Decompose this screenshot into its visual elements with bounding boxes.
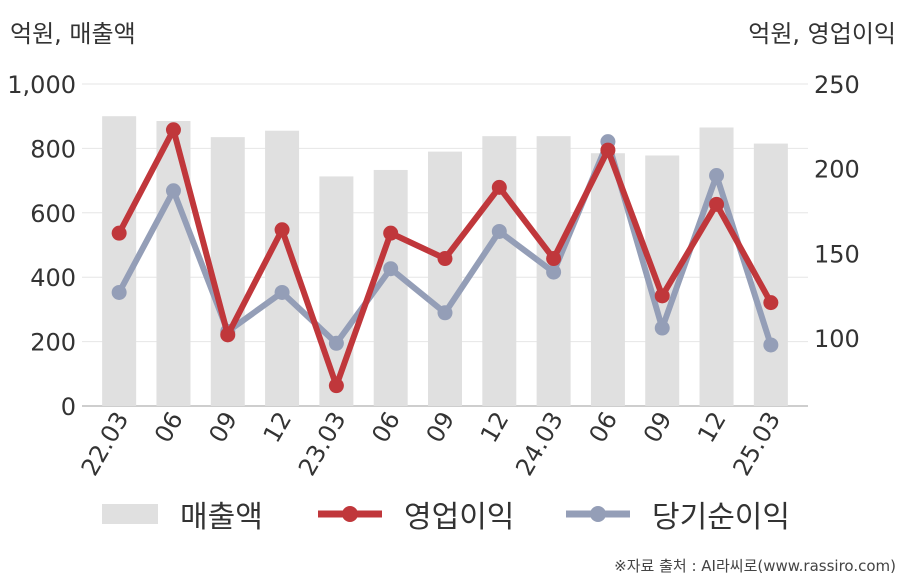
legend-item-operating-profit: 영업이익 <box>318 492 514 536</box>
legend: 매출액 영업이익 당기순이익 <box>0 492 908 536</box>
x-tick-label: 09 <box>203 407 243 447</box>
point-net-income <box>383 261 399 277</box>
y-left-tick-label: 400 <box>30 264 76 292</box>
bar-revenue <box>753 143 788 406</box>
legend-operating-profit-swatch <box>318 506 382 522</box>
x-tick-label: 24.03 <box>510 407 569 481</box>
x-tick-label: 06 <box>584 407 624 447</box>
y-right-tick-label: 200 <box>814 156 860 184</box>
point-net-income <box>709 168 725 184</box>
point-operating-profit <box>383 225 399 241</box>
y-left-tick-label: 0 <box>61 393 76 421</box>
y-left-tick-label: 200 <box>30 329 76 357</box>
point-net-income <box>165 183 181 199</box>
x-tick-label: 12 <box>258 407 298 447</box>
point-net-income <box>491 223 507 239</box>
bar-revenue <box>102 116 137 406</box>
y-left-tick-label: 800 <box>30 135 76 163</box>
point-operating-profit <box>600 142 616 158</box>
x-tick-label: 12 <box>692 407 732 447</box>
point-net-income <box>437 305 453 321</box>
legend-net-income-label: 당기순이익 <box>652 500 790 535</box>
x-tick-label: 23.03 <box>293 407 352 481</box>
point-net-income <box>763 337 779 353</box>
x-tick-label: 25.03 <box>727 407 786 481</box>
point-operating-profit <box>328 378 344 394</box>
x-tick-label: 22.03 <box>76 407 135 481</box>
x-tick-label: 06 <box>149 407 189 447</box>
bar-revenue <box>590 153 625 406</box>
point-net-income <box>274 284 290 300</box>
legend-revenue-swatch <box>102 504 158 524</box>
point-operating-profit <box>546 251 562 267</box>
left-axis-unit-label: 억원, 매출액 <box>10 20 136 48</box>
bar-revenue <box>319 176 354 406</box>
y-left-tick-label: 1,000 <box>7 71 76 99</box>
x-tick-label: 12 <box>475 407 515 447</box>
point-net-income <box>328 335 344 351</box>
legend-item-net-income: 당기순이익 <box>566 492 790 536</box>
y-right-tick-label: 150 <box>814 240 860 268</box>
x-tick-label: 09 <box>638 407 678 447</box>
point-operating-profit <box>763 295 779 311</box>
legend-net-income-swatch <box>566 506 630 522</box>
legend-revenue-label: 매출액 <box>180 500 263 535</box>
point-operating-profit <box>709 196 725 212</box>
point-net-income <box>111 284 127 300</box>
x-tick-label: 06 <box>366 407 406 447</box>
x-tick-label: 09 <box>421 407 461 447</box>
point-net-income <box>546 264 562 280</box>
legend-item-revenue: 매출액 <box>102 492 263 536</box>
y-right-tick-label: 250 <box>814 71 860 99</box>
point-operating-profit <box>274 222 290 238</box>
bar-revenue <box>428 151 462 406</box>
legend-operating-profit-label: 영업이익 <box>404 500 515 535</box>
bar-revenue <box>210 137 245 406</box>
point-operating-profit <box>165 122 181 138</box>
point-operating-profit <box>654 288 670 304</box>
point-operating-profit <box>220 327 236 343</box>
right-axis-unit-label: 억원, 영업이익 <box>748 20 896 48</box>
point-operating-profit <box>437 251 453 267</box>
point-net-income <box>654 320 670 336</box>
y-right-tick-label: 100 <box>814 325 860 353</box>
y-left-tick-label: 600 <box>30 200 76 228</box>
point-operating-profit <box>111 225 127 241</box>
point-operating-profit <box>491 179 507 195</box>
profit-lines <box>111 122 779 394</box>
bar-revenue <box>482 136 517 406</box>
source-note: ※자료 출처 : AI라씨로(www.rassiro.com) <box>614 557 896 575</box>
